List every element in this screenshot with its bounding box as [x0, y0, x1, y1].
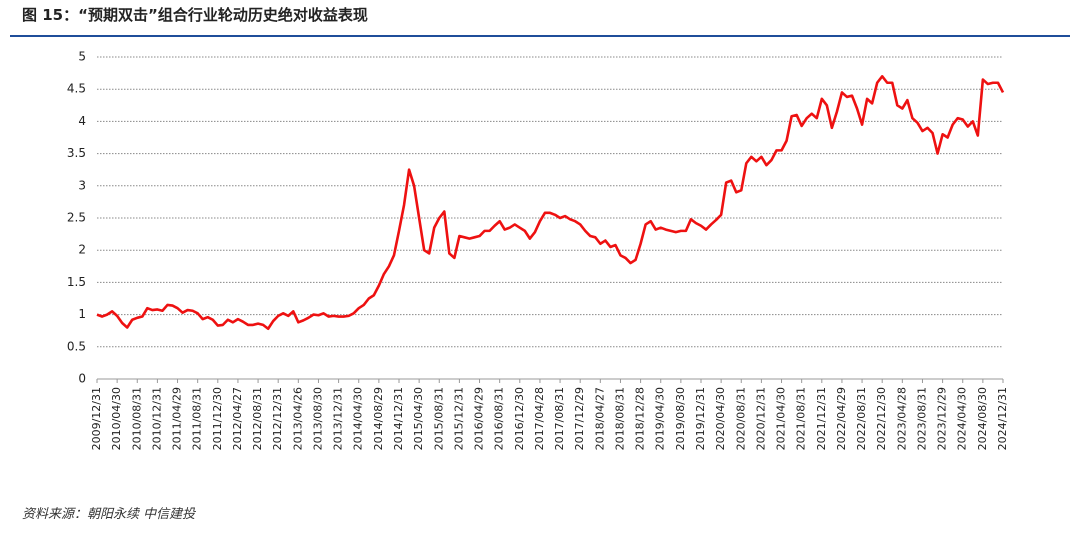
x-tick-label: 2021/12/31 [815, 387, 828, 450]
x-tick-label: 2015/08/31 [432, 387, 445, 450]
x-tick-label: 2013/08/30 [311, 387, 324, 450]
x-tick-label: 2019/08/30 [674, 387, 687, 450]
x-tick-label: 2014/12/31 [392, 387, 405, 450]
x-tick-label: 2023/08/31 [915, 387, 928, 450]
x-tick-label: 2016/12/30 [513, 387, 526, 450]
x-tick-label: 2017/04/28 [533, 387, 546, 450]
x-tick-label: 2023/12/29 [936, 387, 949, 450]
x-tick-label: 2009/12/31 [90, 387, 103, 450]
x-tick-label: 2010/12/31 [150, 387, 163, 450]
y-tick-label: 0 [78, 372, 86, 386]
y-tick-label: 5 [78, 50, 86, 64]
x-tick-label: 2015/04/30 [412, 387, 425, 450]
x-tick-label: 2022/04/29 [835, 387, 848, 450]
y-tick-label: 2.5 [67, 211, 86, 225]
x-tick-label: 2016/04/29 [473, 387, 486, 450]
x-tick-label: 2020/12/31 [754, 387, 767, 450]
x-tick-label: 2019/12/31 [694, 387, 707, 450]
x-tick-label: 2011/08/31 [191, 387, 204, 450]
x-tick-label: 2011/12/30 [211, 387, 224, 450]
x-tick-label: 2024/08/30 [976, 387, 989, 450]
x-tick-label: 2023/04/28 [895, 387, 908, 450]
x-tick-label: 2018/12/28 [634, 387, 647, 450]
y-tick-label: 0.5 [67, 339, 86, 353]
chart-title: 图 15：“预期双击”组合行业轮动历史绝对收益表现 [22, 6, 368, 24]
y-tick-label: 4 [78, 114, 86, 128]
x-tick-label: 2024/12/31 [996, 387, 1009, 450]
x-tick-label: 2010/04/30 [110, 387, 123, 450]
x-tick-label: 2021/08/31 [795, 387, 808, 450]
x-tick-label: 2014/04/30 [352, 387, 365, 450]
x-tick-label: 2011/04/29 [171, 387, 184, 450]
x-tick-label: 2015/12/31 [452, 387, 465, 450]
x-tick-label: 2012/12/31 [271, 387, 284, 450]
y-tick-label: 1 [78, 307, 86, 321]
x-tick-label: 2024/04/30 [956, 387, 969, 450]
x-tick-label: 2017/08/31 [553, 387, 566, 450]
x-tick-label: 2020/04/30 [714, 387, 727, 450]
y-tick-label: 2 [78, 243, 86, 257]
x-tick-label: 2019/04/30 [654, 387, 667, 450]
x-tick-label: 2016/08/31 [493, 387, 506, 450]
x-tick-label: 2013/04/26 [291, 387, 304, 450]
x-tick-label: 2014/08/29 [372, 387, 385, 450]
x-tick-label: 2020/08/31 [734, 387, 747, 450]
x-tick-label: 2018/08/31 [613, 387, 626, 450]
x-tick-label: 2012/08/31 [251, 387, 264, 450]
x-tick-label: 2021/04/30 [775, 387, 788, 450]
x-tick-label: 2017/12/29 [573, 387, 586, 450]
x-tick-label: 2010/08/31 [130, 387, 143, 450]
x-tick-label: 2013/12/31 [332, 387, 345, 450]
y-tick-label: 1.5 [67, 275, 86, 289]
x-tick-label: 2022/12/30 [875, 387, 888, 450]
y-tick-label: 3.5 [67, 146, 86, 160]
x-tick-label: 2012/04/27 [231, 387, 244, 450]
x-tick-label: 2018/04/27 [593, 387, 606, 450]
x-tick-label: 2022/08/31 [855, 387, 868, 450]
y-tick-label: 3 [78, 178, 86, 192]
data-line [96, 75, 1005, 331]
y-tick-label: 4.5 [67, 82, 86, 96]
source-note: 资料来源：朝阳永续 中信建投 [22, 507, 196, 522]
